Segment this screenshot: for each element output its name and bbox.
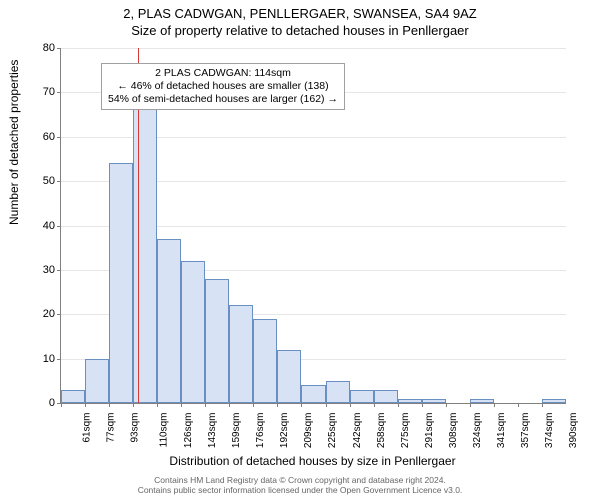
annotation-line2: ← 46% of detached houses are smaller (13… — [108, 80, 338, 93]
xtick-mark — [398, 403, 399, 407]
ytick-mark — [57, 359, 61, 360]
xtick-mark — [374, 403, 375, 407]
ytick-label: 60 — [43, 131, 55, 143]
ytick-mark — [57, 226, 61, 227]
ytick-mark — [57, 48, 61, 49]
xtick-mark — [470, 403, 471, 407]
xtick-label: 159sqm — [231, 413, 242, 449]
address-title: 2, PLAS CADWGAN, PENLLERGAER, SWANSEA, S… — [0, 0, 600, 21]
xtick-label: 209sqm — [304, 413, 315, 449]
footer-line1: Contains HM Land Registry data © Crown c… — [0, 475, 600, 486]
xtick-label: 258sqm — [376, 413, 387, 449]
ytick-mark — [57, 137, 61, 138]
xtick-mark — [109, 403, 110, 407]
histogram-bar — [109, 163, 133, 403]
xtick-mark — [205, 403, 206, 407]
chart-title: Size of property relative to detached ho… — [0, 21, 600, 38]
xtick-label: 110sqm — [158, 413, 169, 448]
xtick-label: 291sqm — [424, 413, 435, 449]
x-axis-label: Distribution of detached houses by size … — [60, 454, 565, 468]
xtick-mark — [326, 403, 327, 407]
ytick-mark — [57, 181, 61, 182]
ytick-label: 10 — [43, 353, 55, 365]
ytick-label: 20 — [43, 308, 55, 320]
xtick-mark — [350, 403, 351, 407]
histogram-bar — [470, 399, 494, 403]
gridline-h — [61, 48, 566, 49]
xtick-label: 390sqm — [568, 413, 579, 449]
xtick-label: 93sqm — [130, 413, 141, 443]
xtick-label: 357sqm — [520, 413, 531, 449]
histogram-bar — [133, 106, 157, 403]
xtick-mark — [181, 403, 182, 407]
xtick-mark — [157, 403, 158, 407]
xtick-mark — [61, 403, 62, 407]
histogram-bar — [157, 239, 181, 403]
xtick-mark — [85, 403, 86, 407]
xtick-label: 225sqm — [328, 413, 339, 449]
xtick-label: 61sqm — [82, 413, 93, 443]
ytick-label: 70 — [43, 86, 55, 98]
y-axis-label: Number of detached properties — [7, 60, 21, 225]
xtick-mark — [518, 403, 519, 407]
ytick-label: 40 — [43, 220, 55, 232]
ytick-label: 50 — [43, 175, 55, 187]
histogram-bar — [277, 350, 301, 403]
xtick-label: 242sqm — [352, 413, 363, 449]
histogram-bar — [374, 390, 398, 403]
ytick-label: 0 — [49, 397, 55, 409]
xtick-label: 374sqm — [544, 413, 555, 449]
histogram-bar — [350, 390, 374, 403]
xtick-label: 192sqm — [279, 413, 290, 449]
histogram-bar — [422, 399, 446, 403]
xtick-mark — [494, 403, 495, 407]
histogram-bar — [326, 381, 350, 403]
ytick-label: 80 — [43, 42, 55, 54]
plot-area: 0102030405060708061sqm77sqm93sqm110sqm12… — [60, 48, 566, 404]
histogram-bar — [61, 390, 85, 403]
xtick-mark — [422, 403, 423, 407]
histogram-bar — [229, 305, 253, 403]
xtick-label: 176sqm — [255, 413, 266, 449]
xtick-mark — [133, 403, 134, 407]
histogram-bar — [398, 399, 422, 403]
histogram-bar — [542, 399, 566, 403]
xtick-label: 143sqm — [207, 413, 218, 449]
ytick-mark — [57, 92, 61, 93]
xtick-mark — [301, 403, 302, 407]
xtick-mark — [446, 403, 447, 407]
ytick-mark — [57, 270, 61, 271]
histogram-bar — [301, 385, 325, 403]
footer-attribution: Contains HM Land Registry data © Crown c… — [0, 475, 600, 496]
xtick-label: 341sqm — [496, 413, 507, 449]
ytick-mark — [57, 314, 61, 315]
xtick-label: 77sqm — [106, 413, 117, 443]
xtick-mark — [229, 403, 230, 407]
xtick-mark — [253, 403, 254, 407]
chart-container: 2, PLAS CADWGAN, PENLLERGAER, SWANSEA, S… — [0, 0, 600, 500]
xtick-mark — [277, 403, 278, 407]
histogram-bar — [205, 279, 229, 403]
histogram-bar — [85, 359, 109, 403]
ytick-label: 30 — [43, 264, 55, 276]
histogram-bar — [181, 261, 205, 403]
annotation-box: 2 PLAS CADWGAN: 114sqm← 46% of detached … — [101, 63, 345, 110]
xtick-label: 308sqm — [448, 413, 459, 449]
histogram-bar — [253, 319, 277, 403]
annotation-line3: 54% of semi-detached houses are larger (… — [108, 93, 338, 106]
xtick-label: 275sqm — [400, 413, 411, 449]
footer-line2: Contains public sector information licen… — [0, 485, 600, 496]
annotation-line1: 2 PLAS CADWGAN: 114sqm — [108, 67, 338, 80]
xtick-mark — [542, 403, 543, 407]
xtick-label: 126sqm — [183, 413, 194, 449]
xtick-label: 324sqm — [472, 413, 483, 449]
